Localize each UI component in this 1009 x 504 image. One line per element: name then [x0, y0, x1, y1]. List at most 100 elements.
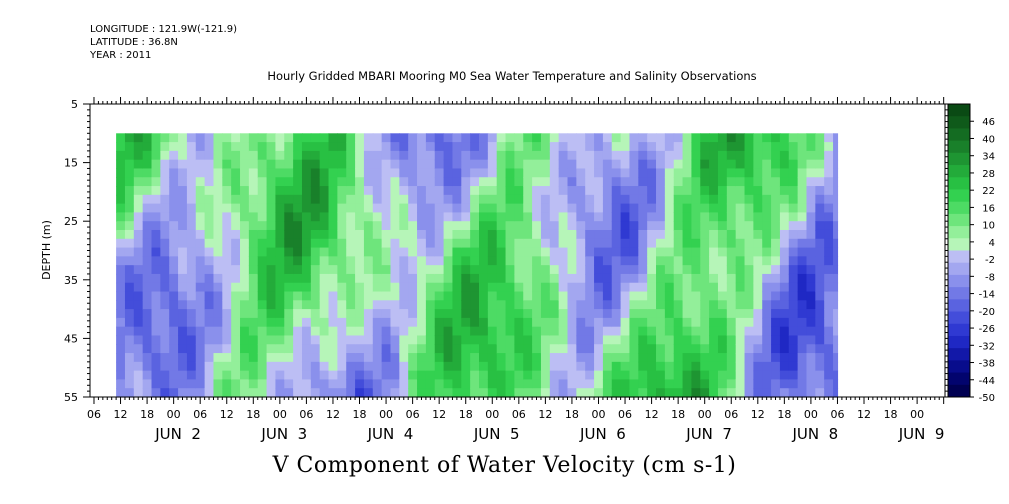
- heatmap-cell: [213, 379, 223, 389]
- heatmap-cell: [664, 273, 675, 284]
- x-tick-label: 00: [273, 408, 287, 421]
- heatmap-cell: [762, 291, 772, 301]
- heatmap-cell: [779, 186, 790, 196]
- heatmap-cell: [735, 150, 746, 161]
- heatmap-cell: [532, 133, 542, 143]
- heatmap-cell: [815, 256, 825, 266]
- heatmap-cell: [594, 282, 604, 293]
- heatmap-cell: [346, 142, 356, 152]
- heatmap-cell: [664, 282, 675, 293]
- heatmap-cell: [434, 168, 445, 178]
- heatmap-cell: [319, 344, 330, 354]
- heatmap-cell: [301, 159, 312, 170]
- heatmap-cell: [585, 335, 595, 345]
- heatmap-cell: [319, 388, 330, 398]
- heatmap-cell: [779, 221, 790, 231]
- heatmap-cell: [434, 186, 445, 196]
- heatmap-cell: [815, 370, 825, 381]
- heatmap-cell: [222, 361, 232, 372]
- heatmap-cell: [505, 265, 515, 275]
- heatmap-cell: [797, 256, 808, 266]
- heatmap-cell: [602, 370, 613, 381]
- heatmap-cell: [346, 282, 356, 293]
- heatmap-cell: [806, 229, 816, 240]
- heatmap-cell: [178, 317, 188, 328]
- heatmap-cell: [169, 379, 179, 389]
- heatmap-cell: [133, 291, 144, 301]
- heatmap-cell: [700, 221, 710, 231]
- heatmap-cell: [602, 238, 613, 249]
- heatmap-cell: [301, 247, 312, 257]
- heatmap-cell: [647, 273, 657, 284]
- heatmap-cell: [293, 133, 303, 143]
- heatmap-cell: [266, 133, 277, 143]
- heatmap-cell: [735, 177, 746, 187]
- heatmap-cell: [293, 370, 303, 381]
- heatmap-cell: [372, 326, 383, 337]
- x-tick-label: 06: [512, 408, 526, 421]
- heatmap-cell: [479, 291, 489, 301]
- heatmap-cell: [151, 186, 161, 196]
- heatmap-cell: [779, 265, 790, 275]
- heatmap-cell: [248, 353, 259, 363]
- heatmap-cell: [549, 203, 560, 214]
- heatmap-cell: [372, 300, 383, 310]
- heatmap-cell: [417, 186, 427, 196]
- heatmap-cell: [717, 221, 728, 231]
- heatmap-cell: [213, 221, 223, 231]
- heatmap-cell: [266, 273, 277, 284]
- heatmap-cell: [142, 379, 153, 389]
- heatmap-cell: [523, 388, 533, 398]
- heatmap-cell: [647, 370, 657, 381]
- heatmap-cell: [266, 265, 277, 275]
- heatmap-cell: [700, 335, 710, 345]
- x-tick-label: 18: [459, 408, 473, 421]
- heatmap-cell: [549, 265, 560, 275]
- x-tick-label: 12: [645, 408, 659, 421]
- heatmap-cell: [744, 361, 754, 372]
- heatmap-cell: [186, 353, 197, 363]
- heatmap-cell: [301, 133, 312, 143]
- heatmap-cell: [195, 177, 206, 187]
- heatmap-cell: [673, 335, 684, 345]
- heatmap-cell: [540, 203, 551, 214]
- colorbar-swatch: [948, 128, 970, 142]
- heatmap-cell: [735, 291, 746, 301]
- heatmap-cell: [496, 142, 507, 152]
- heatmap-cell: [611, 229, 622, 240]
- heatmap-cell: [735, 221, 746, 231]
- heatmap-cell: [257, 150, 268, 161]
- heatmap-cell: [204, 353, 215, 363]
- heatmap-cell: [576, 361, 586, 372]
- heatmap-cell: [815, 194, 825, 205]
- heatmap-cell: [204, 273, 215, 284]
- heatmap-cell: [682, 300, 693, 310]
- heatmap-cell: [116, 265, 126, 275]
- heatmap-cell: [443, 159, 454, 170]
- heatmap-cell: [585, 317, 595, 328]
- heatmap-cell: [142, 221, 153, 231]
- heatmap-cell: [231, 256, 241, 266]
- heatmap-cell: [479, 168, 489, 178]
- heatmap-cell: [328, 379, 338, 389]
- heatmap-cell: [629, 203, 639, 214]
- heatmap-cell: [434, 379, 445, 389]
- heatmap-cell: [231, 317, 241, 328]
- heatmap-cell: [231, 221, 241, 231]
- heatmap-cell: [399, 379, 409, 389]
- colorbar-label: 46: [982, 117, 995, 128]
- heatmap-cell: [514, 238, 524, 249]
- heatmap-cell: [682, 212, 693, 222]
- heatmap-cell: [744, 335, 754, 345]
- heatmap-cell: [186, 177, 197, 187]
- heatmap-cell: [664, 335, 675, 345]
- x-tick-label: 18: [565, 408, 579, 421]
- heatmap-cell: [408, 361, 418, 372]
- heatmap-cell: [434, 212, 445, 222]
- heatmap-cell: [301, 291, 312, 301]
- heatmap-cell: [461, 133, 471, 143]
- heatmap-cell: [355, 133, 365, 143]
- heatmap-cell: [833, 229, 839, 240]
- heatmap-cell: [487, 168, 498, 178]
- heatmap-cell: [806, 133, 816, 143]
